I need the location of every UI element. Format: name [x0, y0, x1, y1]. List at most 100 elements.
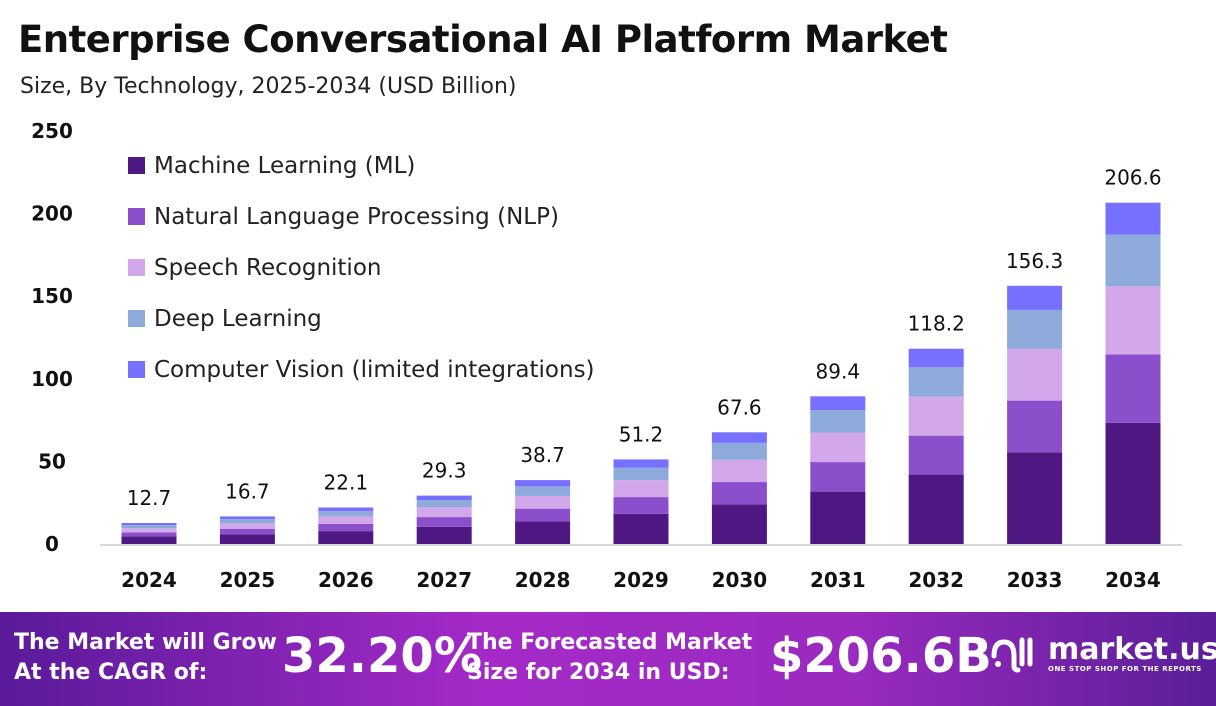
bar-segment	[219, 516, 275, 520]
bar-segment	[613, 467, 669, 481]
bar-segment	[515, 495, 571, 509]
bar-segment	[515, 508, 571, 522]
cagr-label: The Market will Grow At the CAGR of:	[14, 628, 277, 688]
legend-item: Computer Vision (limited integrations)	[128, 344, 595, 395]
brand-tagline: ONE STOP SHOP FOR THE REPORTS	[1048, 665, 1202, 673]
total-label: 156.3	[1006, 249, 1063, 273]
bar-segment	[219, 519, 275, 524]
bar-segment	[810, 396, 866, 411]
stacked-bar-chart: 0 50 100 150 200 250 12.7 2024 16.7 2025 22.1 2026 2…	[31, 119, 1182, 592]
bar-segment	[318, 516, 374, 524]
bar-segment	[416, 517, 472, 527]
bar-segment	[416, 500, 472, 508]
legend-swatch	[128, 361, 145, 378]
cagr-value: 32.20%	[282, 628, 482, 684]
x-tick-label: 2030	[712, 568, 768, 592]
bar-segment	[1007, 285, 1063, 310]
bar-segment	[711, 442, 767, 460]
market-us-logo-icon	[991, 637, 1033, 673]
cagr-label-line2: At the CAGR of:	[14, 660, 208, 685]
bar-segment	[219, 528, 275, 535]
bar-segment	[121, 525, 177, 529]
bar-segment	[1007, 309, 1063, 349]
total-label: 16.7	[225, 479, 270, 503]
total-label: 38.7	[520, 443, 565, 467]
x-tick-label: 2034	[1105, 568, 1161, 592]
legend-item: Speech Recognition	[128, 242, 595, 293]
legend-label: Natural Language Processing (NLP)	[154, 203, 559, 230]
bar-segment	[711, 459, 767, 483]
x-tick-label: 2025	[220, 568, 276, 592]
legend: Machine Learning (ML) Natural Language Pr…	[128, 140, 595, 395]
bar-segment	[416, 526, 472, 544]
x-tick-label: 2024	[121, 568, 177, 592]
bar-segment	[121, 523, 177, 526]
chart-title: Enterprise Conversational AI Platform Ma…	[18, 18, 948, 61]
bar-segment	[515, 480, 571, 487]
bar-segment	[908, 348, 964, 368]
y-tick-label: 0	[45, 532, 59, 556]
size-value: $206.6B	[770, 628, 992, 684]
legend-item: Machine Learning (ML)	[128, 140, 595, 191]
bar-segment	[515, 486, 571, 496]
bar-segment	[908, 435, 964, 475]
bar-segment	[318, 507, 374, 512]
legend-item: Natural Language Processing (NLP)	[128, 191, 595, 242]
bar-segment	[416, 495, 472, 501]
total-label: 67.6	[717, 395, 762, 419]
x-tick-label: 2028	[515, 568, 571, 592]
bar-segment	[711, 482, 767, 505]
brand-logo: market.us ONE STOP SHOP FOR THE REPORTS	[990, 634, 1216, 674]
legend-item: Deep Learning	[128, 293, 595, 344]
bar-segment	[613, 513, 669, 544]
x-tick-label: 2027	[416, 568, 472, 592]
bar-segment	[810, 491, 866, 544]
brand-name: market.us	[1048, 632, 1216, 667]
bar-segment	[613, 480, 669, 498]
bar-segment	[810, 462, 866, 492]
legend-label: Machine Learning (ML)	[154, 152, 416, 179]
bar-segment	[1007, 452, 1063, 544]
x-tick-label: 2032	[908, 568, 964, 592]
total-label: 206.6	[1104, 166, 1161, 190]
y-tick-label: 250	[31, 119, 73, 143]
bar-segment	[1105, 234, 1161, 287]
bar-segment	[318, 511, 374, 517]
legend-swatch	[128, 208, 145, 225]
bar-segment	[908, 474, 964, 544]
bar-segment	[1105, 202, 1161, 235]
x-tick-label: 2031	[810, 568, 866, 592]
legend-label: Speech Recognition	[154, 254, 382, 281]
bar-segment	[1105, 422, 1161, 544]
size-label-line2: Size for 2034 in USD:	[467, 660, 730, 685]
footer-banner: The Market will Grow At the CAGR of: 32.2…	[0, 612, 1216, 706]
bar-segment	[908, 367, 964, 397]
x-tick-label: 2029	[613, 568, 669, 592]
legend-label: Deep Learning	[154, 305, 322, 332]
cagr-label-line1: The Market will Grow	[14, 630, 277, 655]
bar-segment	[1105, 286, 1161, 355]
total-label: 29.3	[422, 459, 467, 483]
bar-segment	[1105, 354, 1161, 423]
total-label: 22.1	[324, 470, 369, 494]
y-tick-label: 50	[38, 449, 66, 473]
y-tick-label: 200	[31, 202, 73, 226]
bar-segment	[908, 396, 964, 436]
bar-segment	[515, 521, 571, 544]
bar-segment	[121, 536, 177, 544]
bar-segment	[810, 410, 866, 433]
bar-segment	[711, 504, 767, 544]
bar-segment	[121, 532, 177, 537]
bar-segment	[416, 507, 472, 518]
chart-subtitle: Size, By Technology, 2025-2034 (USD Bill…	[20, 74, 517, 99]
total-label: 118.2	[908, 312, 965, 336]
y-tick-label: 150	[31, 284, 73, 308]
bar-segment	[318, 531, 374, 544]
legend-swatch	[128, 259, 145, 276]
y-tick-label: 100	[31, 367, 73, 391]
bar-segment	[613, 459, 669, 468]
legend-swatch	[128, 310, 145, 327]
size-label-line1: The Forecasted Market	[467, 630, 753, 655]
total-label: 89.4	[816, 359, 861, 383]
bar-segment	[1007, 400, 1063, 453]
